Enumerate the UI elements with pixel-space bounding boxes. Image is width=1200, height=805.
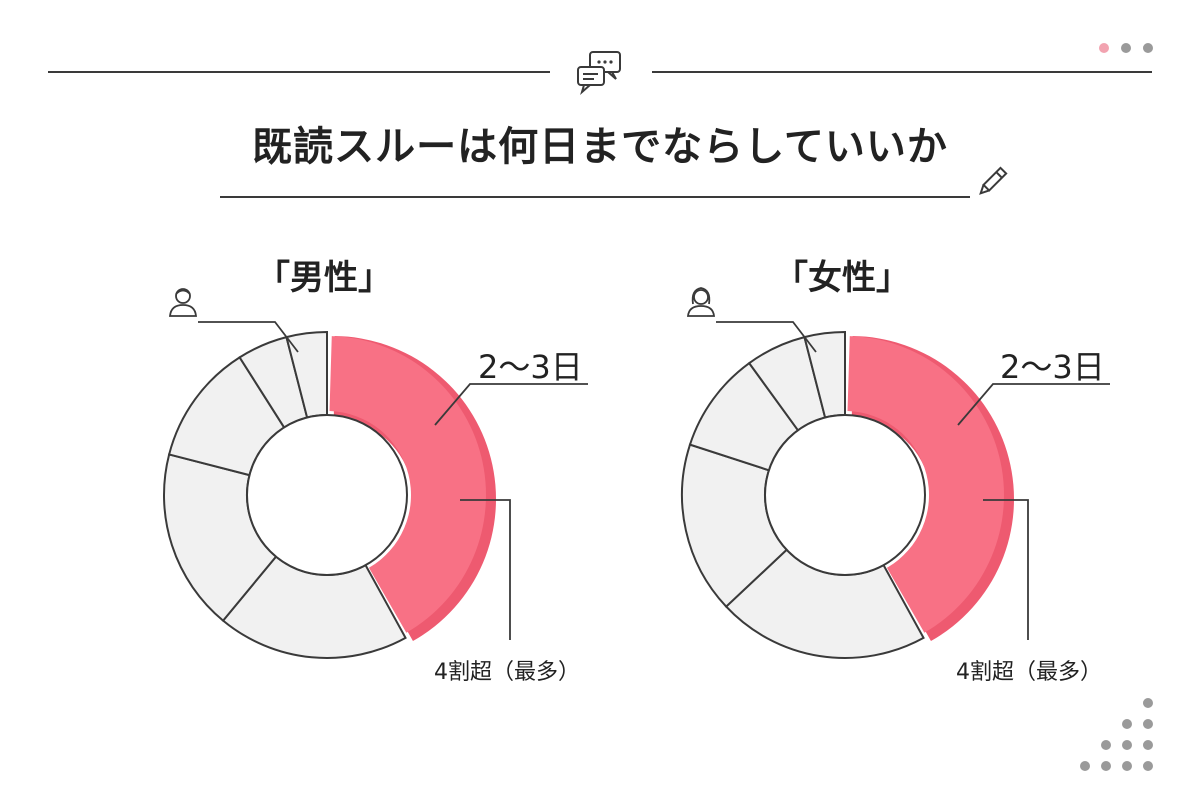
leader-line-0 [716, 321, 817, 353]
dots-top-right [1099, 43, 1153, 53]
leader-line-1 [957, 383, 1110, 426]
slice-highlight [847, 336, 1004, 633]
page-title: 既読スルーは何日までならしていいか [252, 124, 948, 170]
callout-label-male: 2〜3日 [478, 348, 583, 386]
callout-note-male: 4割超（最多） [434, 660, 580, 685]
leader-line-1 [434, 383, 588, 426]
chart-title-male: 「男性」 [256, 258, 392, 298]
leader-line-0 [198, 321, 299, 353]
donut-hole [246, 414, 408, 576]
male-person-icon [169, 288, 197, 317]
header-rule-right [652, 71, 1152, 73]
leader-line-2 [983, 499, 1029, 640]
callout-label-female: 2〜3日 [1000, 348, 1105, 386]
donut-chart-male [163, 321, 588, 659]
leader-line-2 [460, 499, 511, 640]
chat-bubbles-icon [577, 51, 621, 95]
donut-chart-female [681, 321, 1110, 659]
chart-title-female: 「女性」 [774, 258, 910, 298]
donut-hole [764, 414, 926, 576]
callout-note-female: 4割超（最多） [956, 660, 1102, 685]
header-rule-left [48, 71, 550, 73]
pencil-icon [979, 166, 1008, 195]
dots-bottom-right [1080, 698, 1153, 771]
female-person-icon [687, 287, 715, 317]
